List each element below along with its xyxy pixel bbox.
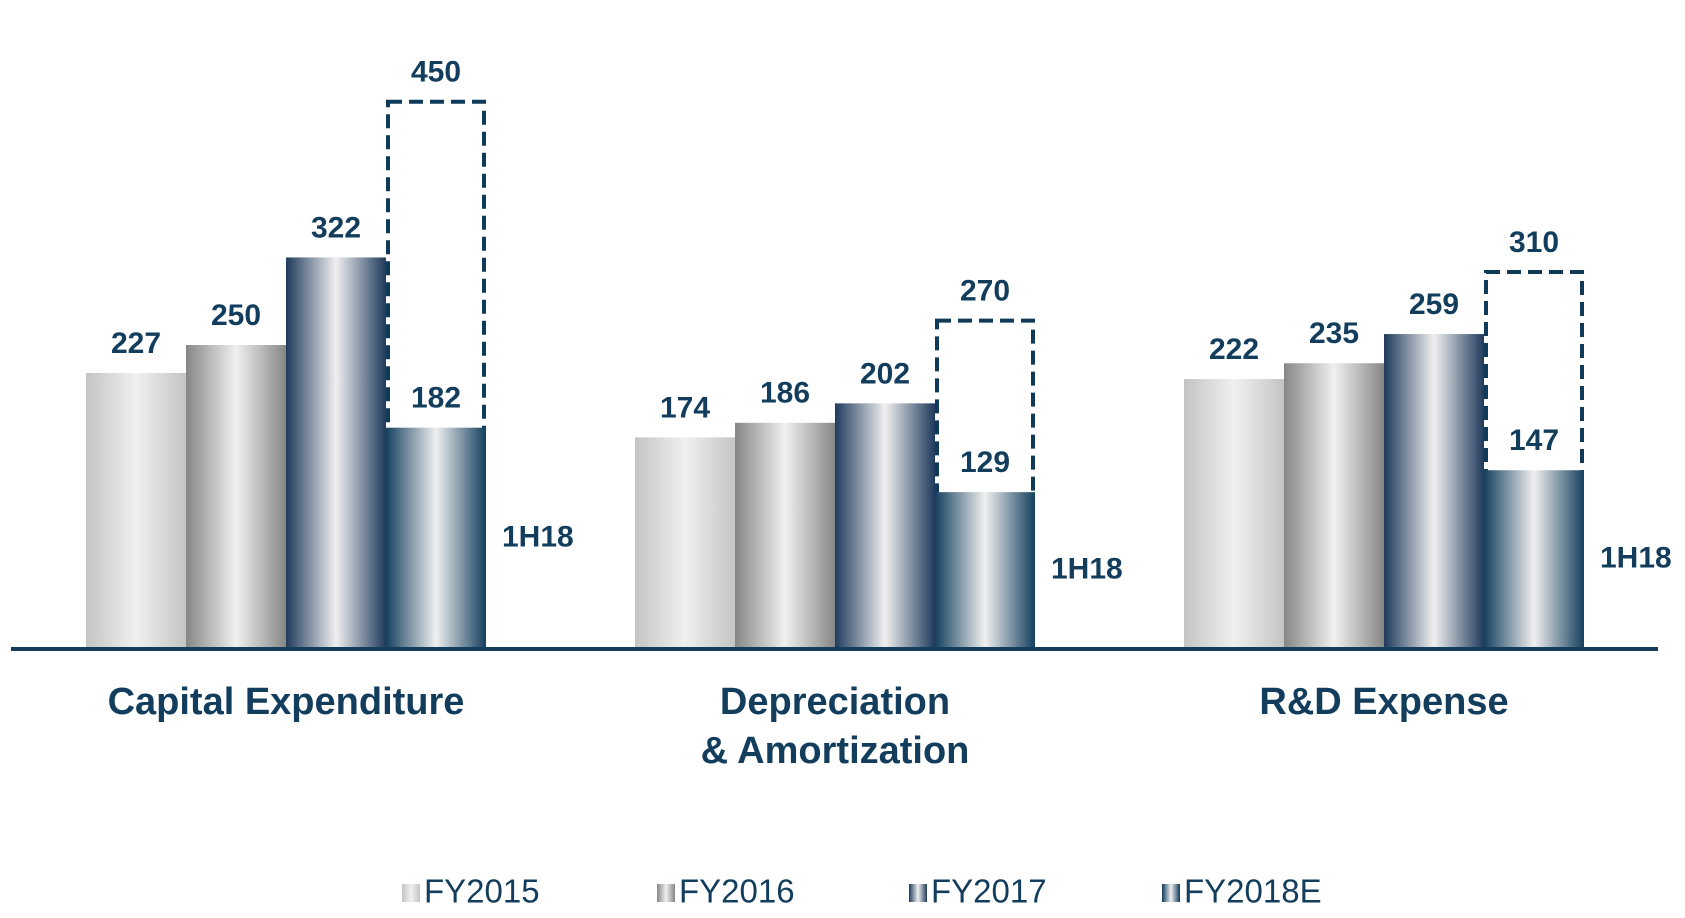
legend-swatch (1162, 884, 1180, 902)
value-label: 235 (1309, 317, 1359, 350)
category-label: R&D Expense (1259, 681, 1509, 723)
category-label: Depreciation & Amortization (700, 681, 970, 772)
bar (935, 492, 1035, 649)
bar-outline (386, 99, 486, 652)
value-label: 310 (1509, 226, 1559, 259)
legend-swatch (909, 884, 927, 902)
value-label: 250 (211, 299, 261, 332)
bar (1284, 363, 1384, 649)
legend-label: FY2018E (1184, 873, 1322, 910)
legend-label: FY2017 (931, 873, 1047, 910)
value-label: 174 (660, 391, 710, 424)
legend-swatch (402, 884, 420, 902)
interim-label: 1H18 (502, 520, 574, 553)
bar (735, 422, 835, 649)
value-label: 182 (411, 382, 461, 415)
bar (1184, 379, 1284, 649)
value-label: 186 (760, 377, 810, 410)
legend-label: FY2015 (424, 873, 540, 910)
interim-label: 1H18 (1600, 542, 1672, 575)
value-label: 202 (860, 357, 910, 390)
bar (386, 427, 486, 649)
legend-label: FY2016 (679, 873, 795, 910)
bar-outline (1484, 270, 1584, 651)
bar (635, 437, 735, 649)
value-label: 222 (1209, 333, 1259, 366)
value-label: 227 (111, 327, 161, 360)
bar (835, 403, 935, 649)
value-label: 147 (1509, 424, 1559, 457)
value-label: 270 (960, 275, 1010, 308)
bar (86, 372, 186, 649)
category-label: Capital Expenditure (107, 681, 465, 723)
bar (1384, 334, 1484, 649)
bar (1484, 470, 1584, 649)
value-label: 322 (311, 211, 361, 244)
interim-label: 1H18 (1051, 552, 1123, 585)
value-label: 450 (411, 56, 461, 89)
value-label: 129 (960, 446, 1010, 479)
bar (286, 257, 386, 649)
value-label: 259 (1409, 288, 1459, 321)
bar (186, 345, 286, 649)
legend-swatch (657, 884, 675, 902)
